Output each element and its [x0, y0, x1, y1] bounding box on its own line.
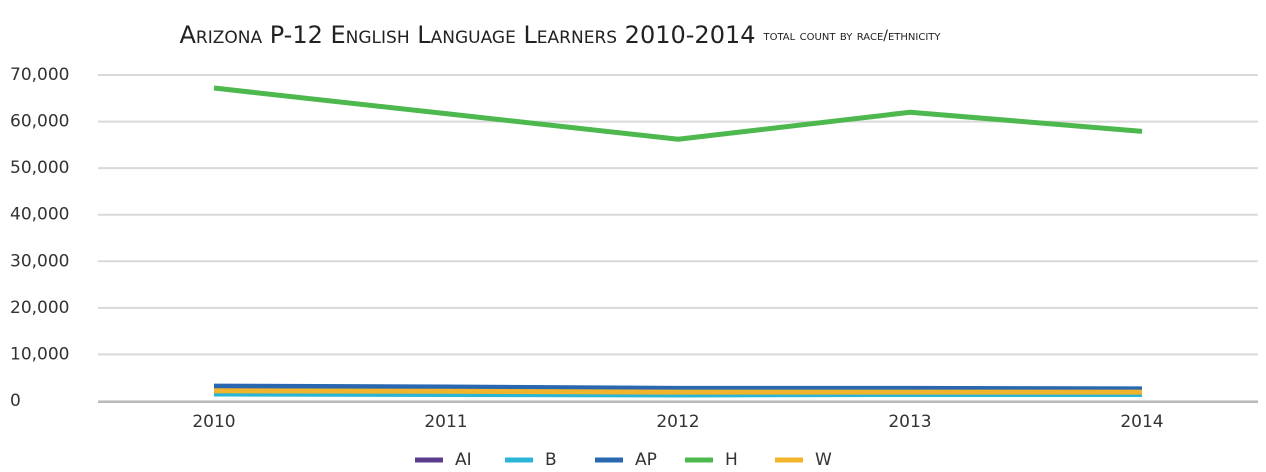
y-tick-label: 70,000 [10, 65, 69, 85]
chart-heading: Arizona P-12 English Language Learners 2… [179, 21, 941, 49]
y-tick-label: 20,000 [10, 298, 69, 318]
x-tick-label: 2012 [656, 412, 699, 432]
chart-title: Arizona P-12 English Language Learners 2… [179, 21, 755, 49]
x-tick-label: 2011 [424, 412, 467, 432]
legend-label: AI [455, 450, 472, 468]
x-tick-label: 2010 [192, 412, 235, 432]
series-line [213, 388, 1142, 395]
legend-label: H [725, 450, 738, 468]
y-tick-label: 0 [10, 391, 21, 411]
series-line [213, 85, 1143, 142]
legend-label: B [545, 450, 557, 468]
y-tick-label: 60,000 [10, 112, 69, 132]
y-tick-label: 30,000 [10, 251, 69, 271]
y-tick-label: 10,000 [10, 344, 69, 364]
legend-label: W [815, 450, 832, 468]
x-tick-label: 2013 [888, 412, 931, 432]
x-tick-label: 2014 [1120, 412, 1163, 432]
chart-subtitle: total count by race/ethnicity [763, 28, 942, 44]
series-line [213, 383, 1143, 392]
legend-label: AP [635, 450, 657, 468]
y-tick-label: 50,000 [10, 158, 69, 178]
y-tick-label: 40,000 [10, 205, 69, 225]
